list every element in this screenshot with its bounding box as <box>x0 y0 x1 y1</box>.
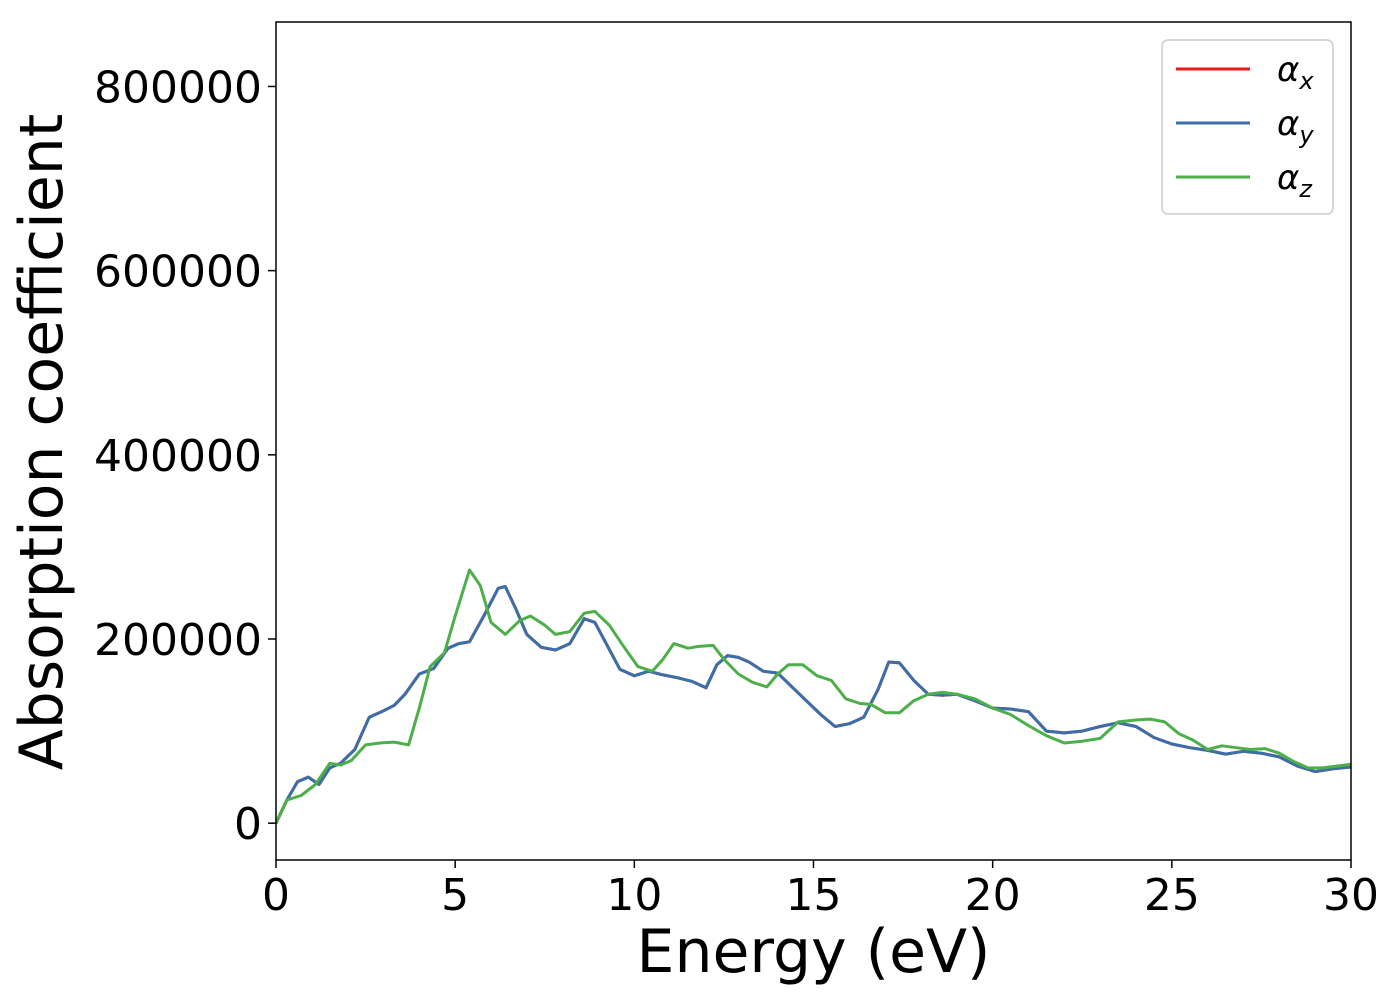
series-line-x <box>276 585 1351 824</box>
legend-label-base: α <box>1277 158 1299 198</box>
x-tick-label: 5 <box>441 870 469 921</box>
y-tick-label: 0 <box>234 799 262 850</box>
x-tick-label: 30 <box>1323 870 1379 921</box>
x-tick-label: 25 <box>1144 870 1200 921</box>
y-tick-label: 600000 <box>94 247 262 298</box>
y-axis: 0 200000 400000 600000 800000 <box>94 62 276 850</box>
y-tick-label: 400000 <box>94 431 262 482</box>
x-tick-label: 20 <box>965 870 1021 921</box>
legend-label-base: α <box>1277 50 1299 90</box>
x-tick-label: 15 <box>786 870 842 921</box>
legend-label: αy <box>1277 104 1314 149</box>
x-axis-title: Energy (eV) <box>637 917 991 987</box>
x-axis: 0 5 10 15 20 25 30 <box>262 860 1379 921</box>
legend-label-subscript: z <box>1298 175 1313 203</box>
legend-label-subscript: x <box>1298 67 1314 95</box>
y-axis-title: Absorption coefficient <box>7 114 77 771</box>
series-line-y <box>276 585 1351 824</box>
x-tick-label: 0 <box>262 870 290 921</box>
legend-label: αz <box>1277 158 1313 203</box>
legend-box <box>1161 39 1334 215</box>
x-tick-label: 10 <box>606 870 662 921</box>
legend-label-subscript: y <box>1298 121 1314 149</box>
legend-label: αx <box>1277 50 1314 95</box>
legend-label-base: α <box>1277 104 1299 144</box>
y-tick-label: 200000 <box>94 615 262 666</box>
plot-lines <box>276 568 1351 824</box>
y-tick-label: 800000 <box>94 62 262 113</box>
series-line-z <box>276 568 1351 824</box>
